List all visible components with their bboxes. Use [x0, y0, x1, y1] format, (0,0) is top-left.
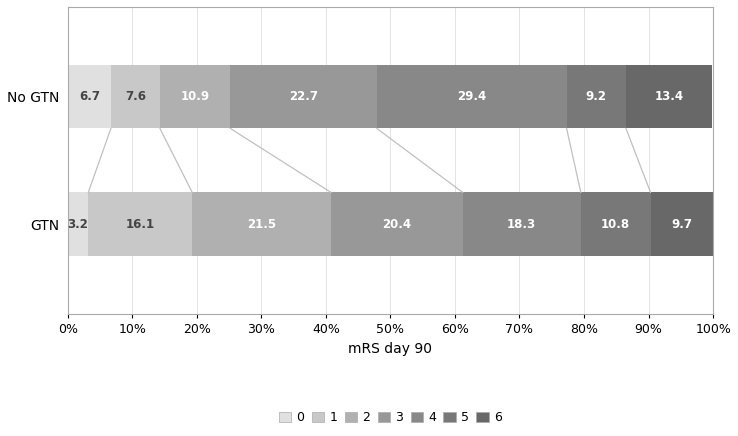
Bar: [68, 192, 89, 256]
Text: 10.8: 10.8: [601, 218, 630, 231]
Bar: [230, 65, 377, 129]
Text: 13.4: 13.4: [655, 90, 684, 103]
Text: 18.3: 18.3: [507, 218, 537, 231]
Bar: [160, 65, 230, 129]
Text: 16.1: 16.1: [125, 218, 155, 231]
Text: 21.5: 21.5: [247, 218, 276, 231]
Text: 3.2: 3.2: [68, 218, 89, 231]
Text: 9.2: 9.2: [586, 90, 607, 103]
Legend: 0, 1, 2, 3, 4, 5, 6: 0, 1, 2, 3, 4, 5, 6: [274, 406, 507, 429]
Bar: [626, 65, 712, 129]
Text: 29.4: 29.4: [457, 90, 486, 103]
X-axis label: mRS day 90: mRS day 90: [348, 341, 432, 355]
Text: 20.4: 20.4: [382, 218, 411, 231]
Bar: [463, 192, 581, 256]
Text: 22.7: 22.7: [289, 90, 318, 103]
Bar: [68, 65, 111, 129]
Bar: [192, 192, 331, 256]
Bar: [377, 65, 567, 129]
Text: 9.7: 9.7: [672, 218, 692, 231]
Text: 10.9: 10.9: [181, 90, 210, 103]
Text: 7.6: 7.6: [125, 90, 146, 103]
Bar: [111, 65, 160, 129]
Bar: [581, 192, 650, 256]
Bar: [89, 192, 192, 256]
Text: 6.7: 6.7: [79, 90, 100, 103]
Bar: [650, 192, 713, 256]
Bar: [331, 192, 463, 256]
Bar: [567, 65, 626, 129]
